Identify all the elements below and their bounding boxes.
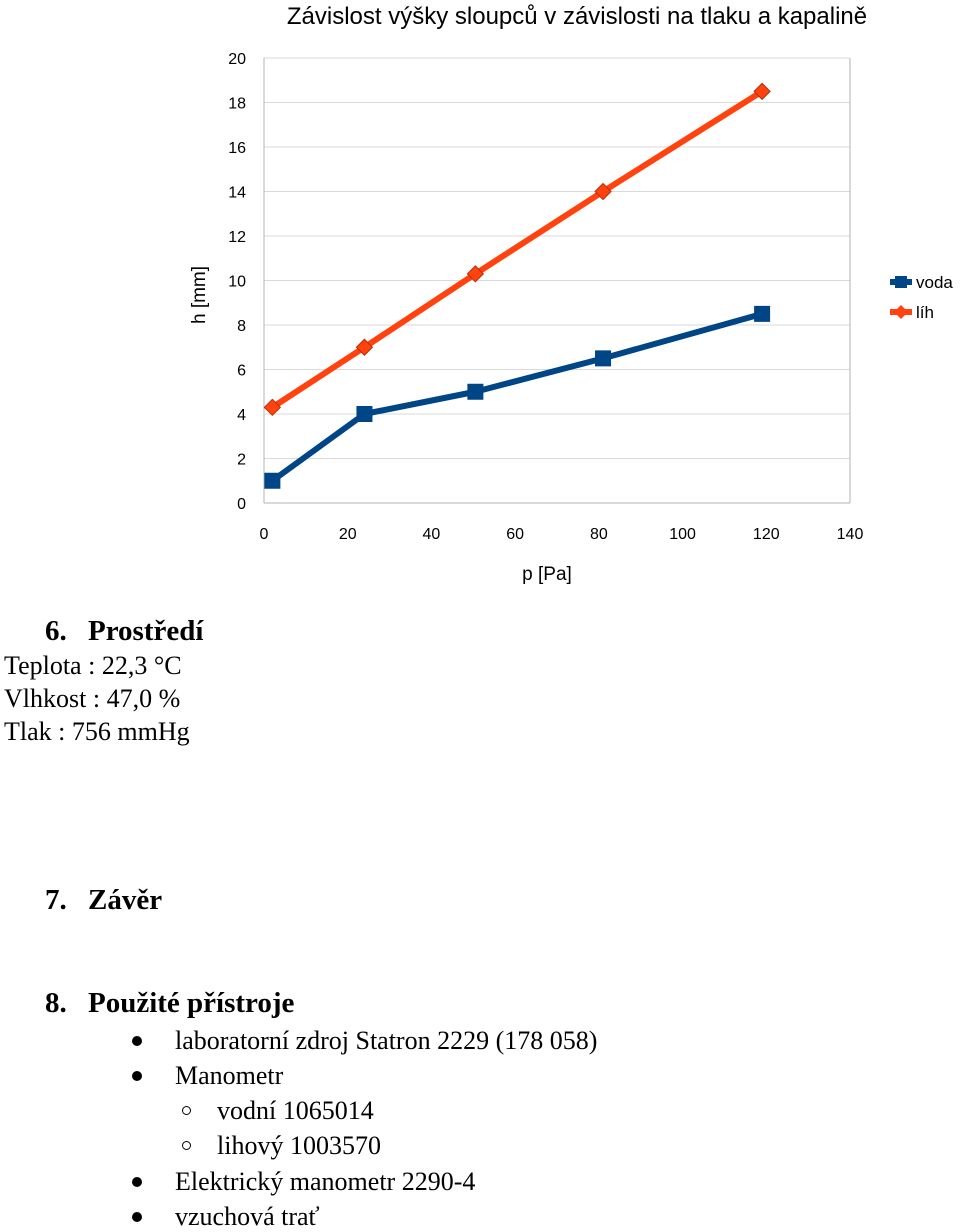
y-tick-label: 16 bbox=[228, 140, 246, 157]
bullet-dot-icon bbox=[132, 1071, 142, 1081]
pressure-height-chart: Závislost výšky sloupců v závislosti na … bbox=[189, 3, 953, 585]
legend-marker bbox=[894, 305, 908, 319]
humidity-line: Vlhkost : 47,0 % bbox=[4, 684, 181, 713]
y-tick-label: 2 bbox=[237, 452, 246, 469]
data-point bbox=[466, 265, 485, 283]
x-axis-label: p [Pa] bbox=[522, 564, 572, 585]
data-point bbox=[356, 406, 373, 422]
temperature-line: Teplota : 22,3 °C bbox=[4, 651, 182, 680]
y-tick-label: 12 bbox=[228, 229, 246, 246]
bullet-dot-icon bbox=[132, 1212, 142, 1222]
series-0 bbox=[264, 305, 771, 489]
section-title: Použité přístroje bbox=[88, 987, 295, 1019]
x-tick-label: 140 bbox=[837, 526, 864, 543]
legend-label: voda bbox=[916, 273, 953, 292]
bullet-dot-icon bbox=[132, 1177, 142, 1187]
list-subitem-water: vodní 1065014 bbox=[217, 1096, 374, 1125]
section-number: 8. bbox=[45, 987, 67, 1019]
x-tick-label: 0 bbox=[260, 526, 269, 543]
legend-label: líh bbox=[916, 303, 934, 322]
chart-series bbox=[263, 82, 771, 489]
bullet-circle-icon bbox=[182, 1141, 191, 1150]
section-heading-environment: 6. Prostředí bbox=[45, 614, 203, 648]
series-1 bbox=[263, 82, 771, 417]
data-point bbox=[594, 182, 612, 201]
data-point bbox=[263, 398, 282, 417]
data-point bbox=[595, 350, 612, 367]
section-title: Závěr bbox=[88, 884, 163, 916]
list-item-air-track: vzuchová trať bbox=[175, 1202, 320, 1231]
list-item-manometer: Manometr bbox=[175, 1061, 284, 1090]
data-point bbox=[753, 82, 771, 101]
x-tick-label: 20 bbox=[339, 526, 357, 543]
y-tick-label: 6 bbox=[237, 363, 246, 380]
section-number: 6. bbox=[45, 615, 67, 647]
x-tick-label: 60 bbox=[506, 526, 524, 543]
data-point bbox=[264, 472, 281, 489]
pressure-line: Tlak : 756 mmHg bbox=[4, 717, 190, 746]
legend-marker bbox=[895, 276, 907, 288]
x-tick-label: 120 bbox=[753, 526, 780, 543]
section-number: 7. bbox=[45, 884, 67, 916]
section-heading-conclusion: 7. Závěr bbox=[45, 883, 162, 917]
y-tick-label: 8 bbox=[237, 318, 246, 335]
chart-legend: voda líh bbox=[890, 273, 953, 322]
data-point bbox=[355, 338, 374, 356]
chart-gridlines bbox=[264, 57, 850, 459]
y-tick-label: 18 bbox=[228, 96, 246, 113]
list-item-power-supply: laboratorní zdroj Statron 2229 (178 058) bbox=[175, 1026, 598, 1055]
section-title: Prostředí bbox=[88, 615, 204, 647]
y-tick-label: 4 bbox=[237, 407, 246, 424]
chart-tick-labels: 0 2 4 6 8 10 12 14 16 18 20 0 20 40 60 80 100 120 140 bbox=[228, 51, 863, 543]
y-tick-label: 10 bbox=[228, 274, 246, 291]
series-line bbox=[270, 310, 763, 484]
data-point bbox=[467, 383, 484, 400]
bullet-circle-icon bbox=[182, 1106, 191, 1115]
list-item-electric-manometer: Elektrický manometr 2290-4 bbox=[175, 1167, 476, 1196]
y-axis-label: h [mm] bbox=[189, 266, 210, 324]
list-subitem-alcohol: lihový 1003570 bbox=[217, 1131, 381, 1160]
bullet-dot-icon bbox=[132, 1036, 142, 1046]
data-point bbox=[754, 305, 771, 322]
series-line bbox=[270, 88, 764, 410]
x-tick-label: 100 bbox=[669, 526, 696, 543]
x-tick-label: 80 bbox=[590, 526, 608, 543]
chart-axes bbox=[263, 58, 851, 504]
x-tick-label: 40 bbox=[423, 526, 441, 543]
y-tick-label: 0 bbox=[237, 496, 246, 513]
section-heading-instruments: 8. Použité přístroje bbox=[45, 986, 294, 1020]
y-tick-label: 20 bbox=[228, 51, 246, 68]
chart-title: Závislost výšky sloupců v závislosti na … bbox=[287, 3, 867, 30]
y-tick-label: 14 bbox=[228, 185, 246, 202]
